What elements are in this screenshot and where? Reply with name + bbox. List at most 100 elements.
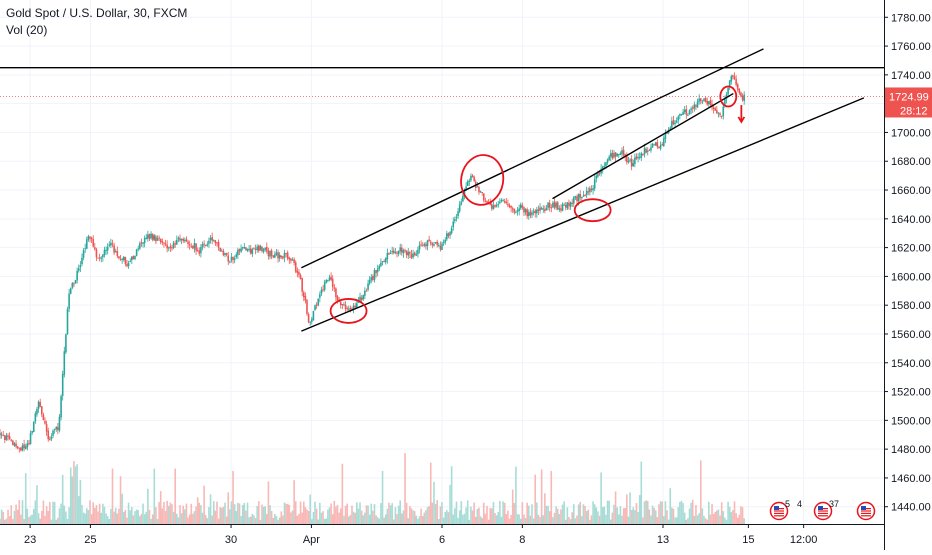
volume-bar bbox=[97, 511, 99, 524]
candle-body bbox=[384, 258, 387, 263]
candle-body bbox=[614, 152, 617, 157]
candle-body bbox=[576, 196, 578, 202]
candle-body bbox=[558, 208, 561, 210]
candle-body bbox=[553, 201, 556, 208]
volume-bar bbox=[57, 517, 59, 524]
candle-body bbox=[425, 244, 427, 247]
volume-bar bbox=[338, 512, 340, 524]
candle-body bbox=[637, 157, 639, 159]
volume-bar bbox=[664, 501, 667, 524]
candle-body bbox=[409, 252, 411, 254]
volume-bar bbox=[135, 509, 138, 524]
candle-body bbox=[20, 447, 22, 451]
candle-body bbox=[399, 247, 402, 252]
candle-body bbox=[219, 247, 221, 252]
candle-body bbox=[248, 248, 250, 250]
volume-bar bbox=[421, 515, 424, 524]
candle-body bbox=[741, 95, 744, 101]
candle-body bbox=[699, 98, 702, 102]
volume-bar bbox=[711, 504, 713, 524]
candle-body bbox=[683, 109, 686, 112]
flag-stripe bbox=[774, 510, 784, 512]
candle-body bbox=[618, 154, 620, 156]
volume-bar bbox=[108, 519, 111, 524]
volume-bar bbox=[569, 519, 572, 524]
candle-body bbox=[630, 158, 633, 167]
candle-body bbox=[314, 305, 316, 311]
volume-bar bbox=[253, 515, 255, 524]
volume-bar bbox=[650, 515, 652, 524]
volume-bar bbox=[36, 485, 38, 524]
y-tick-label: 1660.00 bbox=[891, 185, 931, 197]
candle-body bbox=[351, 308, 353, 310]
volume-bar bbox=[153, 468, 156, 524]
candle-body bbox=[621, 150, 623, 154]
flag-canton bbox=[774, 506, 779, 510]
event-count: 37 bbox=[829, 499, 839, 509]
volume-bar bbox=[7, 509, 9, 524]
volume-bar bbox=[84, 513, 86, 524]
volume-bar bbox=[311, 519, 313, 524]
candle-body bbox=[511, 208, 514, 210]
volume-bar bbox=[368, 514, 371, 524]
candle-body bbox=[23, 444, 25, 449]
candle-body bbox=[709, 100, 712, 105]
candle-body bbox=[55, 426, 58, 430]
volume-bar bbox=[418, 516, 421, 524]
volume-bar bbox=[394, 507, 397, 524]
candle-body bbox=[696, 101, 699, 108]
volume-bar bbox=[728, 506, 731, 524]
volume-bar bbox=[351, 505, 353, 524]
candle-body bbox=[278, 254, 281, 259]
candle-body bbox=[529, 211, 532, 216]
volume-bar bbox=[659, 501, 662, 524]
volume-bar bbox=[174, 468, 176, 524]
volume-bar bbox=[378, 518, 381, 524]
candle-body bbox=[534, 210, 537, 214]
volume-bar bbox=[127, 502, 130, 524]
candle-body bbox=[415, 254, 418, 256]
volume-bar bbox=[264, 506, 266, 524]
candle-body bbox=[471, 175, 474, 178]
candle-body bbox=[611, 152, 614, 159]
volume-bar bbox=[320, 512, 323, 524]
candle-body bbox=[77, 268, 80, 271]
volume-bar bbox=[206, 518, 209, 524]
volume-bar bbox=[95, 505, 98, 524]
candle-body bbox=[270, 250, 273, 256]
candle-body bbox=[449, 232, 451, 236]
candle-body bbox=[294, 262, 297, 272]
volume-bar bbox=[581, 516, 583, 524]
candle-body bbox=[346, 308, 348, 310]
candle-body bbox=[619, 153, 622, 155]
candle-body bbox=[584, 194, 586, 197]
drawings bbox=[0, 48, 884, 332]
candle-body bbox=[122, 256, 125, 260]
candle-body bbox=[151, 234, 154, 240]
volume-bar bbox=[39, 518, 41, 524]
y-tick-label: 1760.00 bbox=[891, 41, 931, 53]
candle-body bbox=[336, 296, 339, 301]
candle-body bbox=[169, 246, 172, 249]
volume-bar bbox=[724, 517, 726, 524]
candle-body bbox=[21, 445, 24, 451]
candle-body bbox=[616, 153, 618, 156]
candle-body bbox=[69, 288, 72, 294]
volume-bar bbox=[216, 501, 218, 524]
volume-bar bbox=[74, 466, 77, 524]
candle-body bbox=[58, 416, 61, 431]
candle-body bbox=[85, 239, 88, 249]
candle-body bbox=[180, 238, 183, 241]
volume-bar bbox=[537, 514, 540, 524]
volume-bar bbox=[179, 505, 181, 524]
candle-body bbox=[566, 202, 569, 209]
volume-bar bbox=[298, 513, 300, 524]
candle-body bbox=[90, 237, 93, 240]
candle-body bbox=[492, 205, 495, 210]
volume-bar bbox=[12, 519, 14, 524]
volume-bar bbox=[738, 514, 741, 524]
event-count: 4 bbox=[797, 499, 802, 509]
candle-body bbox=[232, 257, 234, 260]
volume-bar bbox=[142, 503, 144, 524]
volume-bar bbox=[327, 509, 329, 524]
